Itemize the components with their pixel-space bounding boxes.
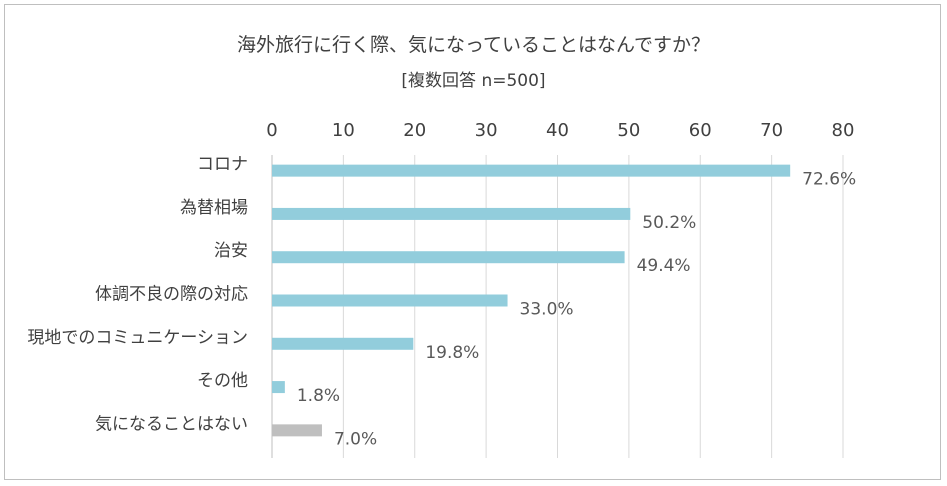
data-label: 1.8% — [297, 386, 340, 406]
x-tick-label: 20 — [403, 120, 426, 141]
bar — [272, 207, 631, 220]
x-tick-label: 60 — [689, 120, 712, 141]
data-label: 7.0% — [334, 429, 377, 449]
bar — [272, 381, 285, 394]
bar — [272, 294, 508, 307]
bar — [272, 337, 414, 350]
data-label: 19.8% — [425, 343, 479, 363]
category-label: その他 — [197, 371, 248, 391]
category-label: コロナ — [197, 155, 248, 175]
x-tick-label: 80 — [832, 120, 855, 141]
x-tick-label: 30 — [475, 120, 498, 141]
chart-title: 海外旅行に行く際、気になっていることはなんですか？ — [236, 34, 711, 56]
data-label: 72.6% — [802, 170, 856, 190]
category-label: 治安 — [214, 241, 248, 261]
x-tick-label: 50 — [617, 120, 640, 141]
x-tick-label: 70 — [760, 120, 783, 141]
chart-frame — [4, 4, 941, 480]
category-label: 気になることはない — [95, 414, 248, 434]
bar — [272, 164, 791, 177]
bar — [272, 424, 322, 437]
category-label: 為替相場 — [180, 198, 248, 218]
data-label: 50.2% — [642, 213, 696, 233]
data-label: 49.4% — [637, 256, 691, 276]
chart-subtitle: [複数回答 n=500] — [401, 71, 546, 91]
x-tick-label: 40 — [546, 120, 569, 141]
x-tick-label: 0 — [266, 120, 277, 141]
x-tick-label: 10 — [332, 120, 355, 141]
data-label: 33.0% — [520, 300, 574, 320]
bar — [272, 251, 625, 264]
category-label: 体調不良の際の対応 — [95, 285, 248, 305]
category-label: 現地でのコミュニケーション — [27, 328, 248, 348]
